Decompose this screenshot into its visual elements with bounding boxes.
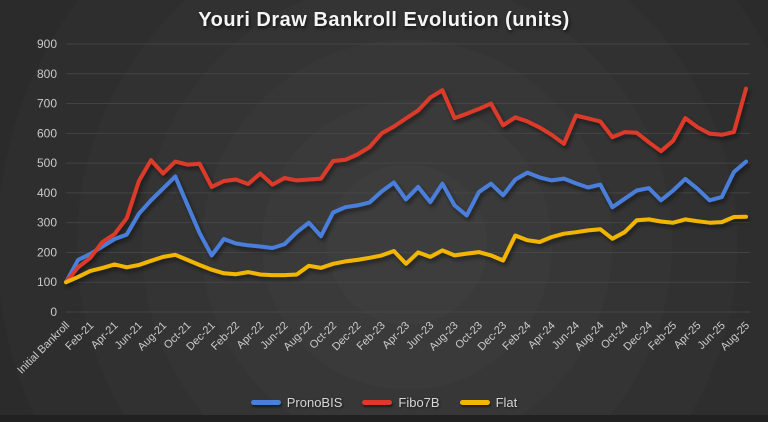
legend-label-pronobis: PronoBIS [286, 395, 343, 410]
y-axis-tick-label: 700 [37, 97, 57, 111]
y-axis-tick-label: 400 [37, 186, 57, 200]
x-axis-tick-label: Initial Bankroll [15, 320, 72, 377]
y-axis-tick-label: 800 [37, 67, 57, 81]
legend-swatch-fibo7b [362, 400, 393, 405]
gridlines [66, 43, 750, 313]
legend-item-pronobis: PronoBIS [250, 395, 343, 410]
legend-swatch-pronobis [250, 400, 281, 405]
legend-item-flat: Flat [459, 395, 518, 410]
legend: PronoBIS Fibo7B Flat [0, 395, 768, 410]
y-axis-labels: 0 100 200 300 400 500 600 700 800 900 [37, 37, 57, 319]
legend-item-fibo7b: Fibo7B [362, 395, 440, 410]
y-axis-tick-label: 200 [37, 245, 57, 259]
chart-title: Youri Draw Bankroll Evolution (units) [198, 9, 570, 31]
y-axis-tick-label: 500 [37, 156, 57, 170]
x-axis-labels: Initial BankrollFeb-21Apr-21Jun-21Aug-21… [15, 320, 752, 377]
series-line-flat [64, 214, 748, 285]
y-axis-tick-label: 100 [37, 275, 57, 289]
series-line-pronobis [64, 159, 748, 285]
y-axis-tick-label: 0 [50, 305, 57, 319]
bottom-strip [0, 415, 768, 422]
y-axis-tick-label: 300 [37, 216, 57, 230]
y-axis-tick-label: 900 [37, 37, 57, 51]
legend-label-flat: Flat [495, 395, 518, 410]
legend-label-fibo7b: Fibo7B [398, 395, 440, 410]
y-axis-tick-label: 600 [37, 126, 57, 140]
series-lines [64, 86, 748, 285]
series-line-fibo7b [64, 86, 748, 285]
legend-swatch-flat [459, 400, 490, 405]
